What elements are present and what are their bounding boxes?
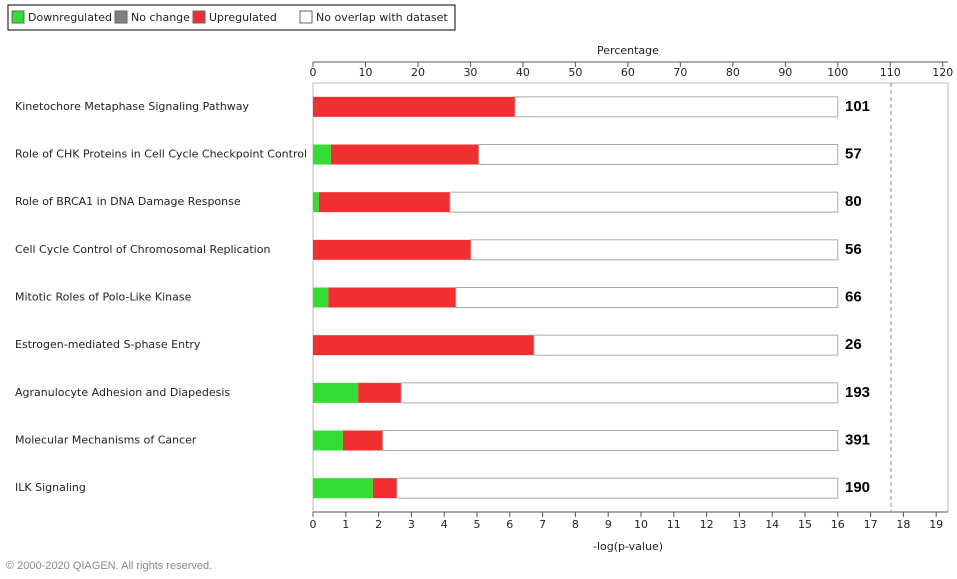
bar-segment — [533, 334, 839, 356]
x2-tick-label: 10 — [634, 518, 648, 531]
x2-tick-label: 12 — [700, 518, 714, 531]
bar-segment — [313, 144, 331, 165]
count-label: 66 — [845, 288, 862, 305]
x-tick-label: 90 — [778, 66, 792, 79]
x-tick-label: 0 — [310, 66, 317, 79]
legend-label: Downregulated — [28, 11, 112, 24]
bar-segment — [478, 144, 839, 165]
bar-segment — [400, 382, 839, 404]
x2-tick-label: 16 — [831, 518, 845, 531]
bar-segment — [313, 430, 343, 451]
count-label: 80 — [845, 193, 862, 210]
x2-tick-label: 6 — [506, 518, 513, 531]
legend-swatch — [299, 10, 313, 24]
x-tick-label: 120 — [932, 66, 953, 79]
legend-label: No change — [131, 11, 190, 24]
x-tick-label: 70 — [673, 66, 687, 79]
bar-segment — [313, 478, 373, 499]
x2-tick-label: 2 — [375, 518, 382, 531]
count-label: 56 — [845, 241, 862, 258]
x2-tick-label: 19 — [929, 518, 943, 531]
bar-segment — [318, 192, 450, 213]
category-label: Mitotic Roles of Polo-Like Kinase — [15, 291, 192, 304]
copyright: © 2000-2020 QIAGEN. All rights reserved. — [6, 560, 212, 572]
x2-tick-label: 17 — [864, 518, 878, 531]
top-axis-title: Percentage — [597, 44, 659, 57]
bar-segment — [330, 144, 479, 165]
category-label: Estrogen-mediated S-phase Entry — [15, 338, 201, 351]
category-label: Molecular Mechanisms of Cancer — [15, 434, 197, 447]
legend-box — [7, 4, 456, 31]
category-label: Kinetochore Metaphase Signaling Pathway — [15, 100, 250, 113]
bar-segment — [382, 430, 839, 451]
x2-tick-label: 7 — [539, 518, 546, 531]
bar-segment — [313, 335, 534, 356]
category-label: Agranulocyte Adhesion and Diapedesis — [15, 386, 230, 399]
x-tick-label: 50 — [568, 66, 582, 79]
bar-segment — [313, 192, 319, 213]
category-label: ILK Signaling — [15, 481, 86, 494]
x-tick-label: 40 — [516, 66, 530, 79]
x2-tick-label: 15 — [798, 518, 812, 531]
x2-tick-label: 11 — [667, 518, 681, 531]
x2-tick-label: 3 — [408, 518, 415, 531]
x2-tick-label: 1 — [342, 518, 349, 531]
bar-segment — [328, 287, 456, 308]
bar-segment — [313, 382, 359, 403]
count-label: 26 — [845, 336, 862, 353]
x-tick-label: 100 — [827, 66, 848, 79]
x2-tick-label: 5 — [473, 518, 480, 531]
category-label: Role of CHK Proteins in Cell Cycle Check… — [15, 148, 307, 161]
x2-tick-label: 0 — [310, 518, 317, 531]
bar-segment — [449, 191, 839, 213]
bar-segment — [313, 96, 516, 117]
bar-segment — [313, 287, 329, 308]
bar-segment — [470, 239, 839, 261]
count-label: 57 — [845, 145, 862, 162]
category-label: Cell Cycle Control of Chromosomal Replic… — [15, 243, 270, 256]
legend-swatch — [114, 10, 128, 24]
bar-segment — [514, 96, 839, 118]
count-label: 193 — [845, 384, 870, 401]
count-label: 190 — [845, 479, 870, 496]
x-tick-label: 20 — [411, 66, 425, 79]
bar-segment — [455, 287, 839, 308]
x2-tick-label: 8 — [572, 518, 579, 531]
x2-tick-label: 18 — [896, 518, 910, 531]
x2-tick-label: 13 — [732, 518, 746, 531]
count-label: 101 — [845, 98, 870, 115]
legend-swatch — [11, 10, 25, 24]
x2-tick-label: 4 — [441, 518, 448, 531]
bottom-axis-title: -log(p-value) — [593, 540, 663, 553]
x2-tick-label: 14 — [765, 518, 779, 531]
bar-segment — [342, 430, 383, 451]
legend-label: No overlap with dataset — [316, 11, 448, 24]
x-tick-label: 60 — [621, 66, 635, 79]
bar-segment — [396, 477, 839, 499]
legend-label: Upregulated — [209, 11, 277, 24]
x-tick-label: 110 — [880, 66, 901, 79]
category-label: Role of BRCA1 in DNA Damage Response — [15, 195, 241, 208]
x-tick-label: 30 — [463, 66, 477, 79]
bar-segment — [313, 239, 471, 260]
bar-segment — [358, 382, 402, 403]
x-tick-label: 80 — [726, 66, 740, 79]
legend-swatch — [192, 10, 206, 24]
x-tick-label: 10 — [358, 66, 372, 79]
count-label: 391 — [845, 431, 870, 448]
bar-segment — [372, 478, 397, 499]
x2-tick-label: 9 — [605, 518, 612, 531]
